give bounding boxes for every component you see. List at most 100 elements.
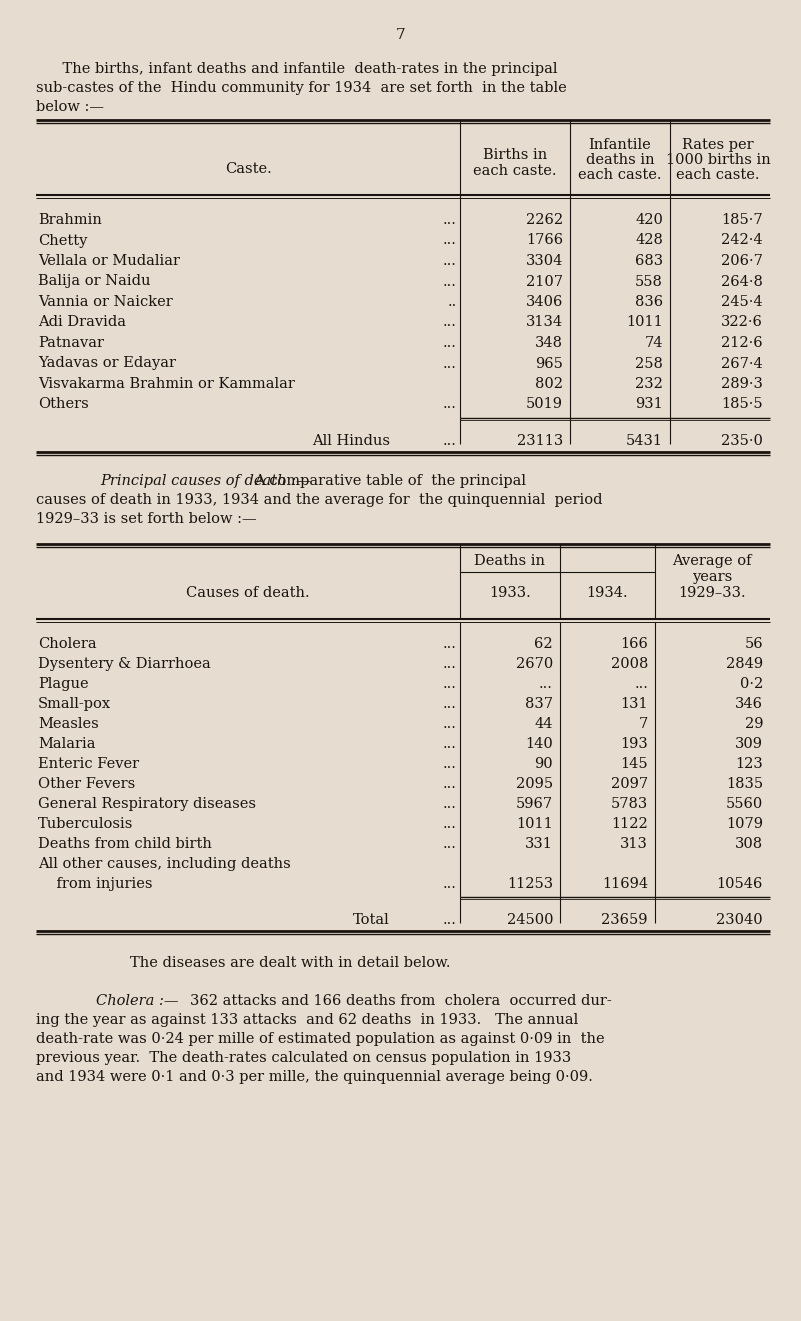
Text: Dysentery & Diarrhoea: Dysentery & Diarrhoea <box>38 657 211 671</box>
Text: death-rate was 0·24 per mille of estimated population as against 0·09 in  the: death-rate was 0·24 per mille of estimat… <box>36 1032 605 1046</box>
Text: Births in: Births in <box>483 148 547 162</box>
Text: ing the year as against 133 attacks  and 62 deaths  in 1933.   The annual: ing the year as against 133 attacks and … <box>36 1013 578 1026</box>
Text: 24500: 24500 <box>506 913 553 927</box>
Text: Deaths in: Deaths in <box>474 553 545 568</box>
Text: 2107: 2107 <box>526 275 563 288</box>
Text: The diseases are dealt with in detail below.: The diseases are dealt with in detail be… <box>130 956 450 970</box>
Text: 2095: 2095 <box>516 777 553 791</box>
Text: Measles: Measles <box>38 717 99 731</box>
Text: 7: 7 <box>638 717 648 731</box>
Text: 2670: 2670 <box>516 657 553 671</box>
Text: ...: ... <box>443 676 457 691</box>
Text: 5019: 5019 <box>526 398 563 412</box>
Text: ...: ... <box>443 697 457 711</box>
Text: 420: 420 <box>635 213 663 227</box>
Text: Other Fevers: Other Fevers <box>38 777 135 791</box>
Text: 11694: 11694 <box>602 877 648 890</box>
Text: 206·7: 206·7 <box>721 254 763 268</box>
Text: 1000 births in: 1000 births in <box>666 153 771 166</box>
Text: ...: ... <box>443 357 457 370</box>
Text: 5783: 5783 <box>610 797 648 811</box>
Text: Causes of death.: Causes of death. <box>186 587 310 600</box>
Text: ...: ... <box>443 398 457 412</box>
Text: 1929–33.: 1929–33. <box>678 587 746 600</box>
Text: 3134: 3134 <box>526 316 563 329</box>
Text: 1011: 1011 <box>626 316 663 329</box>
Text: 10546: 10546 <box>717 877 763 890</box>
Text: 0·2: 0·2 <box>740 676 763 691</box>
Text: The births, infant deaths and infantile  death-rates in the principal: The births, infant deaths and infantile … <box>44 62 557 77</box>
Text: Enteric Fever: Enteric Fever <box>38 757 139 771</box>
Text: Balija or Naidu: Balija or Naidu <box>38 275 151 288</box>
Text: 965: 965 <box>535 357 563 370</box>
Text: 313: 313 <box>620 838 648 851</box>
Text: Yadavas or Edayar: Yadavas or Edayar <box>38 357 176 370</box>
Text: Vannia or Naicker: Vannia or Naicker <box>38 295 173 309</box>
Text: 1933.: 1933. <box>489 587 531 600</box>
Text: A comparative table of  the principal: A comparative table of the principal <box>254 474 526 487</box>
Text: Others: Others <box>38 398 89 412</box>
Text: 23113: 23113 <box>517 435 563 448</box>
Text: 558: 558 <box>635 275 663 288</box>
Text: ...: ... <box>443 757 457 771</box>
Text: ...: ... <box>443 816 457 831</box>
Text: Visvakarma Brahmin or Kammalar: Visvakarma Brahmin or Kammalar <box>38 376 295 391</box>
Text: each caste.: each caste. <box>473 164 557 178</box>
Text: 836: 836 <box>635 295 663 309</box>
Text: ...: ... <box>443 316 457 329</box>
Text: 145: 145 <box>621 757 648 771</box>
Text: 245·4: 245·4 <box>722 295 763 309</box>
Text: 931: 931 <box>635 398 663 412</box>
Text: 123: 123 <box>735 757 763 771</box>
Text: ...: ... <box>443 797 457 811</box>
Text: 185·5: 185·5 <box>722 398 763 412</box>
Text: Vellala or Mudaliar: Vellala or Mudaliar <box>38 254 180 268</box>
Text: All Hindus: All Hindus <box>312 435 390 448</box>
Text: 131: 131 <box>621 697 648 711</box>
Text: Deaths from child birth: Deaths from child birth <box>38 838 212 851</box>
Text: 2008: 2008 <box>610 657 648 671</box>
Text: 362 attacks and 166 deaths from  cholera  occurred dur-: 362 attacks and 166 deaths from cholera … <box>190 993 612 1008</box>
Text: 212·6: 212·6 <box>722 336 763 350</box>
Text: 2097: 2097 <box>611 777 648 791</box>
Text: ...: ... <box>443 637 457 651</box>
Text: Plague: Plague <box>38 676 89 691</box>
Text: and 1934 were 0·1 and 0·3 per mille, the quinquennial average being 0·09.: and 1934 were 0·1 and 0·3 per mille, the… <box>36 1070 593 1085</box>
Text: 56: 56 <box>744 637 763 651</box>
Text: 232: 232 <box>635 376 663 391</box>
Text: Total: Total <box>353 913 390 927</box>
Text: Infantile: Infantile <box>589 137 651 152</box>
Text: ..: .. <box>448 295 457 309</box>
Text: Chetty: Chetty <box>38 234 87 247</box>
Text: 5967: 5967 <box>516 797 553 811</box>
Text: 62: 62 <box>534 637 553 651</box>
Text: deaths in: deaths in <box>586 153 654 166</box>
Text: 1011: 1011 <box>517 816 553 831</box>
Text: 1929–33 is set forth below :—: 1929–33 is set forth below :— <box>36 513 256 526</box>
Text: 267·4: 267·4 <box>721 357 763 370</box>
Text: 23659: 23659 <box>602 913 648 927</box>
Text: 2849: 2849 <box>726 657 763 671</box>
Text: 11253: 11253 <box>507 877 553 890</box>
Text: ...: ... <box>443 877 457 890</box>
Text: ...: ... <box>443 657 457 671</box>
Text: ...: ... <box>443 336 457 350</box>
Text: Average of: Average of <box>672 553 752 568</box>
Text: All other causes, including deaths: All other causes, including deaths <box>38 857 291 871</box>
Text: 802: 802 <box>535 376 563 391</box>
Text: 264·8: 264·8 <box>721 275 763 288</box>
Text: 309: 309 <box>735 737 763 752</box>
Text: ...: ... <box>443 275 457 288</box>
Text: ...: ... <box>443 838 457 851</box>
Text: sub-castes of the  Hindu community for 1934  are set forth  in the table: sub-castes of the Hindu community for 19… <box>36 81 567 95</box>
Text: 1079: 1079 <box>726 816 763 831</box>
Text: 1835: 1835 <box>726 777 763 791</box>
Text: Cholera: Cholera <box>38 637 97 651</box>
Text: 331: 331 <box>525 838 553 851</box>
Text: ...: ... <box>443 737 457 752</box>
Text: 44: 44 <box>534 717 553 731</box>
Text: Patnavar: Patnavar <box>38 336 104 350</box>
Text: ...: ... <box>443 717 457 731</box>
Text: 837: 837 <box>525 697 553 711</box>
Text: ...: ... <box>634 676 648 691</box>
